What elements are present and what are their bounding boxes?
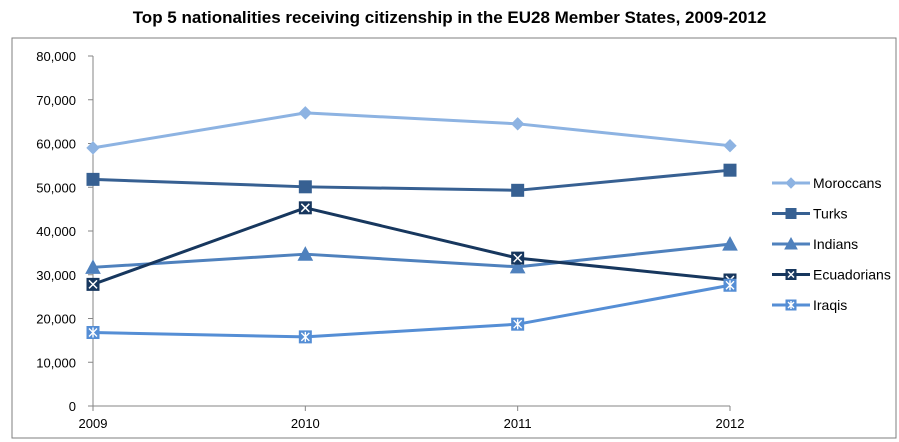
data-point-indians — [722, 236, 738, 251]
x-tick-label: 2011 — [504, 416, 532, 431]
legend-label-ecuadorians: Ecuadorians — [813, 267, 891, 283]
legend-label-indians: Indians — [813, 236, 858, 252]
series-line-ecuadorians — [92, 206, 731, 286]
data-point-indians — [85, 259, 101, 274]
marker-star — [88, 327, 98, 338]
y-tick-label: 0 — [69, 399, 76, 414]
series-line-moroccans — [92, 111, 731, 150]
legend-marker-moroccans — [785, 177, 797, 189]
legend-marker-indians — [784, 236, 798, 250]
marker-cross — [300, 203, 310, 213]
legend-label-iraqis: Iraqis — [813, 297, 847, 313]
y-tick-label: 80,000 — [36, 49, 76, 64]
y-tick-label: 10,000 — [36, 355, 76, 370]
data-point-turks — [298, 180, 312, 194]
data-point-iraqis — [86, 326, 100, 339]
series-line-indians — [92, 242, 731, 269]
legend-marker-iraqis — [785, 299, 797, 311]
data-point-iraqis — [511, 317, 525, 331]
data-point-turks — [723, 163, 737, 177]
marker-star — [725, 280, 735, 291]
series-line-iraqis — [92, 283, 731, 339]
data-point-moroccans — [298, 106, 313, 120]
chart-title: Top 5 nationalities receiving citizenshi… — [132, 8, 767, 27]
data-point-moroccans — [723, 138, 737, 153]
y-tick-label: 70,000 — [36, 93, 76, 108]
y-tick-label: 60,000 — [36, 137, 76, 152]
legend-label-moroccans: Moroccans — [813, 175, 881, 191]
chart-frame — [11, 37, 897, 439]
x-tick-label: 2010 — [291, 416, 320, 431]
data-point-turks — [86, 172, 100, 186]
data-point-turks — [511, 183, 525, 197]
x-tick-label: 2012 — [716, 416, 745, 431]
y-tick-label: 30,000 — [36, 268, 76, 283]
marker-star — [787, 301, 795, 309]
data-point-iraqis — [298, 330, 312, 344]
y-tick-label: 50,000 — [36, 180, 76, 195]
data-point-moroccans — [510, 117, 525, 131]
marker-cross — [513, 253, 523, 263]
legend-label-turks: Turks — [813, 206, 847, 222]
data-point-moroccans — [86, 141, 100, 155]
data-point-indians — [297, 246, 314, 261]
data-point-iraqis — [723, 278, 737, 292]
marker-star — [300, 331, 310, 342]
marker-star — [513, 319, 523, 330]
legend-marker-turks — [785, 208, 797, 219]
data-point-ecuadorians — [511, 251, 525, 265]
data-point-ecuadorians — [298, 201, 312, 215]
data-point-ecuadorians — [86, 277, 100, 291]
y-tick-label: 20,000 — [36, 312, 76, 327]
marker-cross — [88, 279, 98, 289]
x-tick-label: 2009 — [79, 416, 108, 431]
legend-marker-ecuadorians — [785, 269, 797, 280]
data-point-indians — [509, 258, 526, 274]
y-tick-label: 40,000 — [36, 224, 76, 239]
series-line-turks — [92, 168, 731, 192]
marker-cross — [787, 270, 795, 279]
